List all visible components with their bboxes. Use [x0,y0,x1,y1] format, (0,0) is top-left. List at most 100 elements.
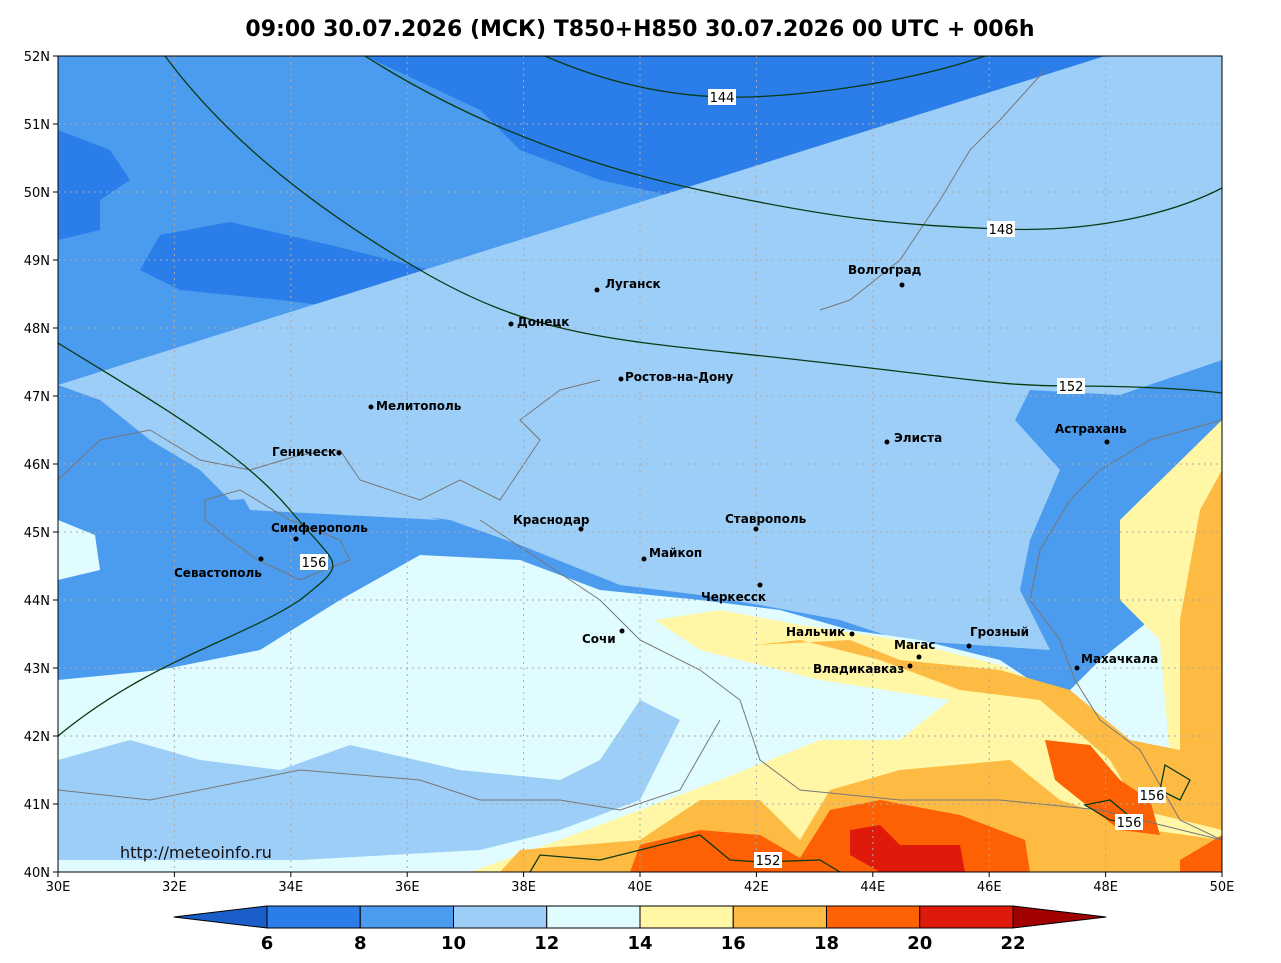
lon-tick-label: 46E [977,880,1002,895]
colorbar-label: 16 [721,933,746,954]
city-label: Астрахань [1055,422,1127,436]
city-dot [619,628,625,634]
city-label: Владикавказ [813,662,904,676]
contour-label: 156 [302,556,327,571]
city-label: Махачкала [1081,652,1158,666]
colorbar-label: 10 [441,933,466,954]
lon-tick-label: 30E [46,880,71,895]
colorbar-segment [546,905,641,929]
city-dot [753,526,759,532]
colorbar-label: 12 [534,933,559,954]
city-dot [849,631,855,637]
lon-tick-label: 42E [744,880,769,895]
lat-tick-label: 48N [24,322,50,337]
city-dot [368,404,374,410]
city-label: Элиста [894,431,942,445]
city-dot [1074,665,1080,671]
city-label: Симферополь [271,521,368,535]
city-dot [966,643,972,649]
field-8-10 [58,130,130,240]
city-dot [907,663,913,669]
colorbar-label: 18 [814,933,839,954]
city-label: Майкоп [649,546,702,560]
contour-label: 152 [1059,380,1084,395]
colorbar-label: 8 [354,933,367,954]
city-dot [618,376,624,382]
colorbar-segment [919,905,1014,929]
city-label: Краснодар [513,513,590,527]
colorbar-segment [826,905,921,929]
lon-tick-label: 38E [511,880,536,895]
colorbar-segment [639,905,734,929]
field-20-22 [630,740,1222,872]
city-dot [757,582,763,588]
colorbar-label: 14 [627,933,652,954]
contour-label: 156 [1117,816,1142,831]
colorbar-label: 22 [1000,933,1025,954]
lat-tick-label: 40N [24,866,50,881]
field-12-14 [58,700,680,860]
city-label: Черкесск [701,590,766,604]
lat-tick-label: 50N [24,186,50,201]
colorbar: 6 8 10 12 14 16 18 20 22 [173,905,1107,954]
contour-label-bg [300,554,328,570]
city-label: Волгоград [848,263,922,277]
colorbar-label: 6 [261,933,274,954]
contour-label: 156 [1140,789,1165,804]
grid [58,56,1222,872]
colorbar-segment [359,905,454,929]
lat-tick-label: 44N [24,594,50,609]
city-label: Сочи [582,632,616,646]
city-dot [1104,439,1110,445]
field: Луганск Донецк Волгоград Ростов-на-Дону Мели… [58,56,1222,872]
contour-label-bg [708,89,736,105]
city-dot [293,536,299,542]
lat-tick-label: 45N [24,526,50,541]
city-dot [508,321,514,327]
contour-label-bg [1057,378,1085,394]
city-label: Грозный [970,625,1029,639]
city-dot [884,439,890,445]
colorbar-extend-low [173,905,268,929]
cities: Луганск Донецк Волгоград Ростов-на-Дону Мели… [174,263,1158,676]
contour-label: 144 [710,91,735,106]
city-label: Севастополь [174,566,262,580]
lat-tick-label: 51N [24,118,50,133]
lon-tick-label: 36E [395,880,420,895]
city-label: Геническ [272,445,336,459]
city-dot [594,287,600,293]
axes: 30E 32E 34E 36E 38E 40E 42E 44E 46E 48E 50E 40N 41N 4… [24,50,1235,895]
colorbar-segment [453,905,548,929]
title: 09:00 30.07.2026 (МСК) T850+H850 30.07.2… [245,17,1034,42]
contour-labels: 144 148 152 152 156 156 156 [300,89,1166,869]
lat-tick-label: 49N [24,254,50,269]
city-label: Мелитополь [376,399,462,413]
lat-tick-label: 46N [24,458,50,473]
city-label: Нальчик [786,625,845,639]
contour-label-bg [987,221,1015,237]
lon-tick-label: 48E [1093,880,1118,895]
city-label: Ставрополь [725,512,807,526]
contour-label-bg [1138,787,1166,803]
lon-tick-label: 32E [162,880,187,895]
colorbar-segment [266,905,361,929]
city-label: Луганск [605,277,661,291]
source-url: http://meteoinfo.ru [120,843,272,862]
city-dot [336,450,342,456]
contour-label: 148 [989,223,1014,238]
lon-tick-label: 44E [860,880,885,895]
field-22-plus [850,825,965,872]
lat-tick-label: 43N [24,662,50,677]
city-dot [916,654,922,660]
contour-label: 152 [756,854,781,869]
contour-label-bg [1115,814,1143,830]
city-label: Ростов-на-Дону [625,370,734,384]
city-dot [899,282,905,288]
lat-tick-label: 47N [24,390,50,405]
city-dot [258,556,264,562]
contour-label-bg [754,852,782,868]
lat-tick-label: 41N [24,798,50,813]
city-dot [641,556,647,562]
